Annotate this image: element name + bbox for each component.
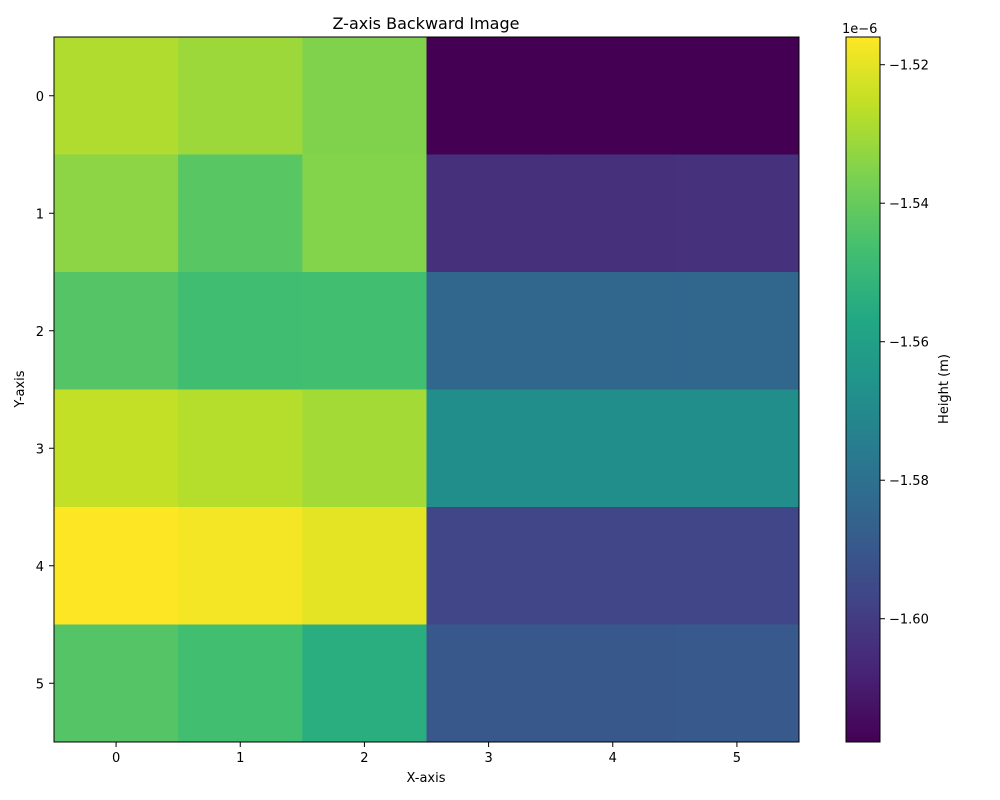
y-tick-label: 4 xyxy=(36,560,44,575)
heatmap-cell xyxy=(178,624,303,743)
heatmap-cell xyxy=(54,507,179,625)
heatmap-cell xyxy=(178,272,303,390)
y-axis-label: Y-axis xyxy=(13,370,28,408)
y-tick-label: 2 xyxy=(36,325,44,340)
heatmap-cell xyxy=(178,507,303,625)
heatmap-cell xyxy=(426,272,552,390)
x-tick-label: 5 xyxy=(733,751,741,766)
heatmap-cell xyxy=(54,389,179,508)
y-axis-ticks: 0 1 2 3 4 5 xyxy=(36,90,54,692)
heatmap-cell xyxy=(550,154,676,273)
heatmap-cell xyxy=(54,154,179,273)
heatmap-cell xyxy=(178,154,303,273)
heatmap-cell xyxy=(178,389,303,508)
y-tick-label: 3 xyxy=(36,442,44,457)
heatmap-cell xyxy=(550,624,676,743)
heatmap-cell xyxy=(302,272,427,390)
x-axis-ticks: 0 1 2 3 4 5 xyxy=(112,742,741,766)
heatmap-cells xyxy=(54,37,800,743)
heatmap-cell xyxy=(302,624,427,743)
colorbar-tick-label: −1.56 xyxy=(889,336,929,351)
heatmap-cell xyxy=(302,389,427,508)
heatmap-cell xyxy=(426,154,552,273)
heatmap-cell xyxy=(674,507,800,625)
colorbar-tick-label: −1.54 xyxy=(889,197,929,212)
heatmap-cell xyxy=(426,37,552,155)
colorbar-exponent-label: 1e−6 xyxy=(842,22,877,37)
x-tick-label: 0 xyxy=(112,751,120,766)
x-tick-label: 4 xyxy=(609,751,617,766)
heatmap-cell xyxy=(674,154,800,273)
colorbar-tick-label: −1.58 xyxy=(889,474,929,489)
chart-title: Z-axis Backward Image xyxy=(333,14,520,33)
heatmap-cell xyxy=(426,624,552,743)
heatmap-cell xyxy=(550,272,676,390)
colorbar-label: Height (m) xyxy=(937,354,952,424)
x-tick-label: 3 xyxy=(484,751,492,766)
y-tick-label: 0 xyxy=(36,90,44,105)
heatmap-cell xyxy=(550,37,676,155)
heatmap-cell xyxy=(54,37,179,155)
colorbar-ticks: −1.52 −1.54 −1.56 −1.58 −1.60 xyxy=(880,59,929,628)
heatmap-cell xyxy=(178,37,303,155)
x-axis-label: X-axis xyxy=(407,771,446,786)
heatmap-cell xyxy=(674,37,800,155)
plot-frame xyxy=(53,36,800,743)
heatmap-cell xyxy=(54,624,179,743)
y-tick-label: 5 xyxy=(36,677,44,692)
heatmap-cell xyxy=(426,507,552,625)
heatmap-cell xyxy=(674,272,800,390)
x-tick-label: 2 xyxy=(360,751,368,766)
heatmap-cell xyxy=(302,507,427,625)
colorbar-tick-label: −1.60 xyxy=(889,613,929,628)
y-tick-label: 1 xyxy=(36,207,44,222)
heatmap-cell xyxy=(302,37,427,155)
heatmap-cell xyxy=(426,389,552,508)
x-tick-label: 1 xyxy=(236,751,244,766)
heatmap-cell xyxy=(674,624,800,743)
heatmap-cell xyxy=(550,507,676,625)
heatmap-cell xyxy=(674,389,800,508)
colorbar xyxy=(845,36,881,743)
colorbar-tick-label: −1.52 xyxy=(889,59,929,74)
heatmap-cell xyxy=(302,154,427,273)
heatmap-cell xyxy=(54,272,179,390)
heatmap-cell xyxy=(550,389,676,508)
